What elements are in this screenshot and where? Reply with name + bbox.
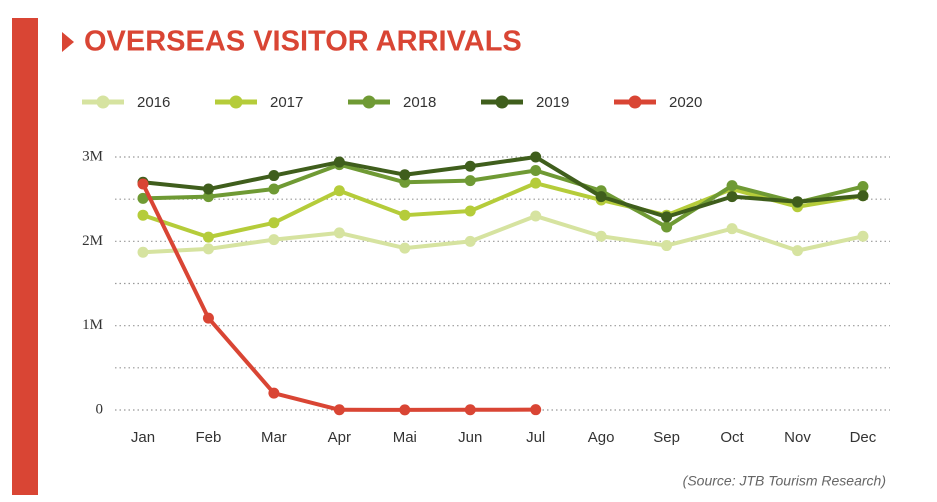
legend-marker: [229, 95, 243, 109]
data-point: [399, 242, 411, 254]
legend-marker: [628, 95, 642, 109]
data-point: [268, 234, 280, 246]
data-point: [464, 175, 476, 187]
x-tick-label: Sep: [653, 429, 680, 446]
y-tick-label: 0: [96, 401, 104, 417]
data-point: [857, 230, 869, 242]
x-tick-label: Nov: [784, 429, 811, 446]
legend-label: 2019: [536, 94, 569, 111]
data-point: [530, 404, 542, 416]
series-line: [141, 183, 536, 412]
title-marker: [62, 32, 74, 52]
data-point: [726, 180, 738, 192]
data-point: [464, 205, 476, 217]
x-tick-label: Jun: [458, 429, 482, 446]
data-point: [726, 223, 738, 235]
x-tick-label: Jan: [131, 429, 155, 446]
data-point: [333, 185, 345, 197]
legend-label: 2016: [137, 94, 170, 111]
data-point: [464, 235, 476, 247]
data-point: [202, 191, 214, 203]
data-point: [268, 217, 280, 229]
data-point: [202, 183, 214, 195]
data-point: [268, 183, 280, 195]
data-point: [857, 181, 869, 193]
x-tick-label: Oct: [720, 429, 744, 446]
data-point: [333, 404, 345, 416]
data-point: [137, 246, 149, 258]
data-point: [530, 164, 542, 176]
y-tick-label: 1M: [82, 317, 103, 333]
data-point: [595, 230, 607, 242]
data-point: [857, 190, 869, 202]
data-point: [464, 160, 476, 172]
x-tick-label: Jul: [526, 429, 545, 446]
chart-title: OVERSEAS VISITOR ARRIVALS: [84, 26, 522, 58]
data-point: [202, 231, 214, 243]
data-point: [333, 227, 345, 239]
legend-marker: [96, 95, 110, 109]
data-point: [399, 209, 411, 221]
x-tick-label: Apr: [328, 429, 351, 446]
data-point: [202, 312, 214, 324]
x-tick-label: Ago: [588, 429, 615, 446]
data-point: [726, 191, 738, 203]
data-point: [595, 191, 607, 203]
data-point: [792, 196, 803, 208]
data-point: [792, 245, 803, 257]
data-point: [530, 210, 542, 222]
x-tick-label: Dec: [850, 429, 877, 446]
data-point: [399, 176, 411, 188]
series-line: [142, 214, 864, 255]
legend-label: 2017: [270, 94, 303, 111]
data-point: [464, 404, 476, 416]
x-tick-label: Mar: [261, 429, 287, 446]
data-point: [268, 170, 280, 182]
data-point: [530, 177, 542, 189]
data-point: [333, 156, 345, 168]
data-point: [399, 404, 411, 416]
y-tick-label: 2M: [82, 233, 103, 249]
data-point: [137, 192, 149, 204]
legend-label: 2020: [669, 94, 702, 111]
data-point: [661, 221, 673, 233]
data-point: [661, 240, 673, 252]
x-tick-label: Feb: [196, 429, 222, 446]
data-point: [137, 178, 149, 190]
legend-marker: [362, 95, 376, 109]
legend-label: 2018: [403, 94, 436, 111]
y-tick-label: 3M: [82, 148, 103, 164]
data-point: [202, 243, 214, 255]
source: (Source: JTB Tourism Research): [683, 473, 886, 489]
data-point: [661, 211, 673, 223]
data-point: [399, 169, 411, 181]
series-line: [142, 162, 864, 229]
series-line: [142, 181, 864, 240]
data-point: [268, 387, 280, 399]
side-bar: [12, 18, 38, 495]
series-line: [142, 155, 864, 219]
x-tick-label: Mai: [393, 429, 417, 446]
legend-marker: [495, 95, 509, 109]
data-point: [137, 209, 149, 221]
data-point: [530, 151, 542, 163]
